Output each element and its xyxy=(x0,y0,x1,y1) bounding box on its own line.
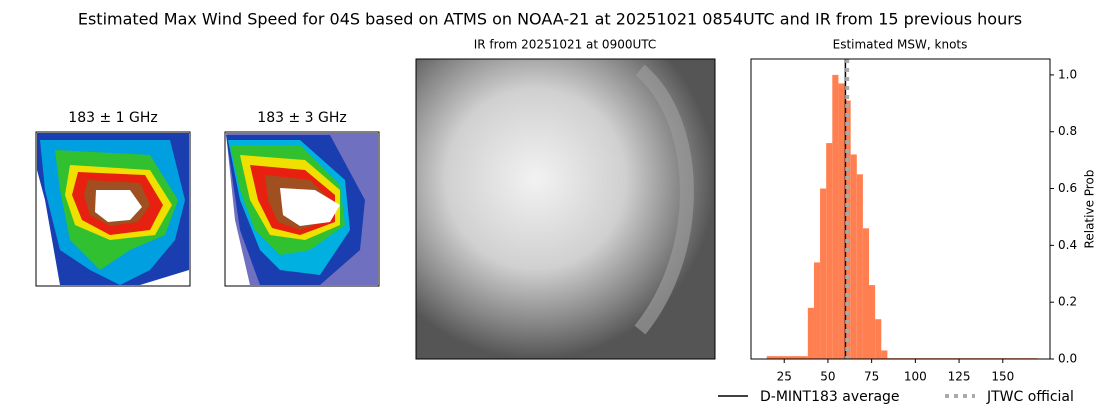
x-tick-label: 125 xyxy=(948,370,971,384)
panel-title: IR from 20251021 at 0900UTC xyxy=(474,38,657,52)
bar xyxy=(862,228,870,359)
bar xyxy=(813,262,821,359)
bar xyxy=(881,350,888,359)
y-tick-label: 0.2 xyxy=(1058,295,1077,309)
x-tick-label: 50 xyxy=(820,370,835,384)
panel-title: 183 ± 1 GHz xyxy=(68,110,157,126)
y-tick-label: 0.0 xyxy=(1058,352,1077,366)
legend-label: JTWC official xyxy=(986,389,1074,405)
x-tick-label: 100 xyxy=(904,370,927,384)
legend: D-MINT183 average JTWC official xyxy=(718,389,1074,405)
microwave-image xyxy=(224,131,380,287)
bar xyxy=(875,319,882,359)
bar xyxy=(856,174,863,359)
bar xyxy=(869,285,876,359)
y-axis-label: Relative Prob xyxy=(1083,170,1097,249)
bar xyxy=(807,307,814,359)
axes-frame xyxy=(750,58,1051,360)
bar xyxy=(826,143,833,359)
bar xyxy=(832,74,839,359)
y-tick-label: 1.0 xyxy=(1058,67,1077,81)
x-tick-label: 150 xyxy=(991,370,1014,384)
bar xyxy=(820,188,827,359)
x-tick-label: 75 xyxy=(864,370,879,384)
y-tick-label: 0.6 xyxy=(1058,181,1077,195)
legend-label: D-MINT183 average xyxy=(760,389,900,405)
ir-image xyxy=(415,58,716,360)
y-tick-label: 0.8 xyxy=(1058,124,1077,138)
histogram: 25 50 75 100 125 150 0.0 0.2 0.4 0.6 0.8 1.0 xyxy=(766,59,1077,384)
microwave-image xyxy=(35,131,191,287)
bar xyxy=(766,356,808,359)
x-tick-label: 25 xyxy=(777,370,792,384)
panel-title: 183 ± 3 GHz xyxy=(257,110,346,126)
bar xyxy=(850,154,857,359)
chart-title: Estimated MSW, knots xyxy=(833,38,968,52)
bar xyxy=(838,83,845,359)
bar xyxy=(844,100,851,360)
y-tick-label: 0.4 xyxy=(1058,238,1077,252)
figure-title: Estimated Max Wind Speed for 04S based o… xyxy=(78,10,1022,29)
